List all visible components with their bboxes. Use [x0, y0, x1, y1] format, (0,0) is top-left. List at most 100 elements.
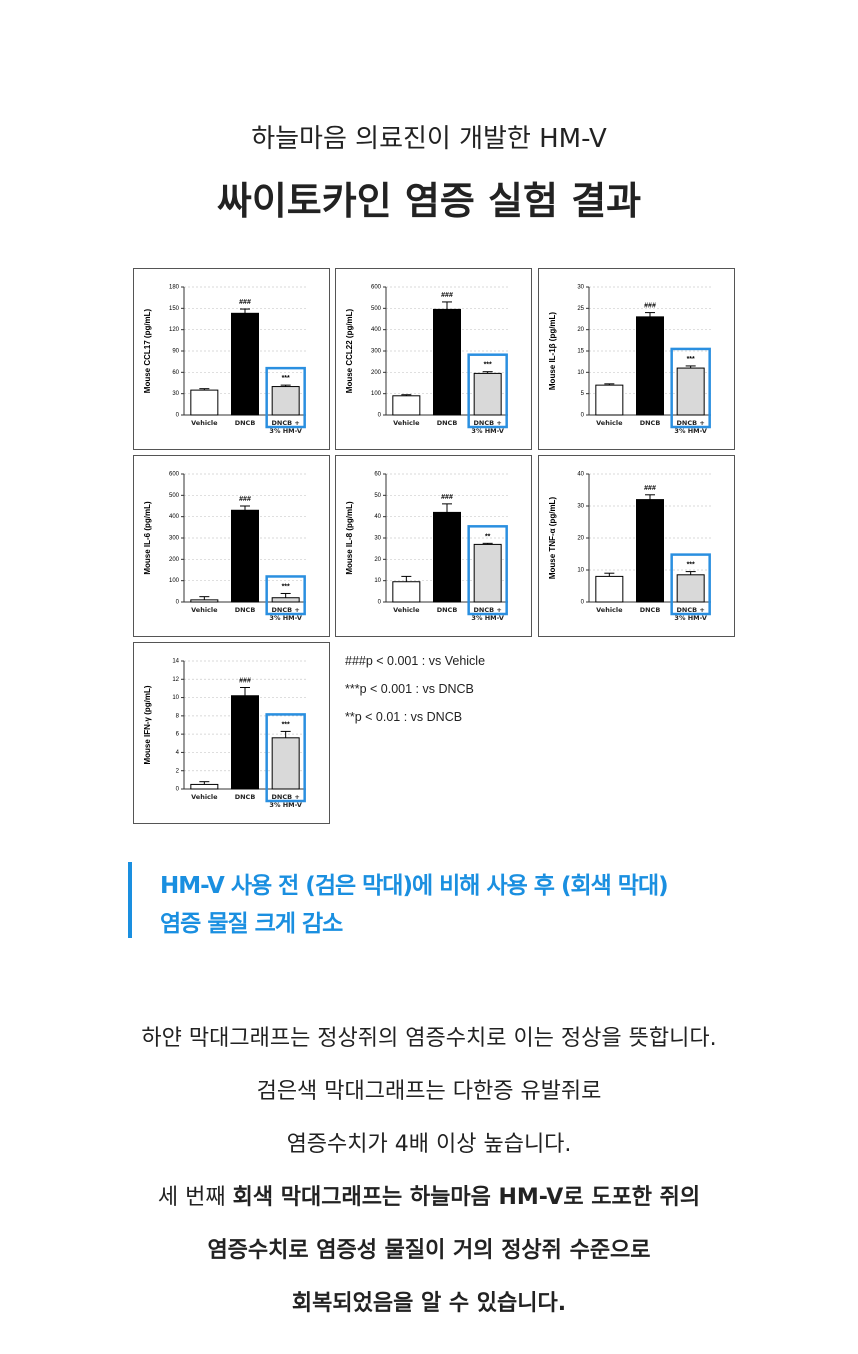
bar [271, 597, 300, 603]
y-tick-label: 10 [577, 370, 584, 376]
y-tick-label: 30 [577, 285, 584, 291]
bar [676, 574, 705, 603]
chart-box: Mouse IL-8 (pg/mL) 0 10 20 30 40 50 60 ### ** Vehi… [335, 455, 532, 637]
significance-label: *** [282, 375, 290, 382]
chart-box: Mouse IL-1β (pg/mL) 0 5 10 15 20 25 30 ### *** Veh… [538, 268, 735, 450]
bar [636, 499, 664, 603]
y-axis-label: Mouse TNF-α (pg/mL) [548, 497, 557, 580]
y-tick-label: 100 [371, 391, 382, 397]
y-tick-label: 0 [176, 413, 180, 419]
y-tick-label: 30 [374, 536, 381, 542]
chart: Mouse CCL22 (pg/mL) 0 100 200 300 400 500 600 ##… [345, 285, 508, 429]
x-tick-label: Vehicle [596, 606, 623, 614]
body-line: 회복되었음을 알 수 있습니다. [0, 1285, 858, 1317]
y-axis-label: Mouse IL-8 (pg/mL) [345, 501, 354, 575]
bar [392, 395, 421, 416]
chart-box: Mouse IFN-γ (pg/mL) 0 2 4 6 8 10 12 14 ### *** Vehi… [133, 642, 330, 824]
y-tick-label: 150 [169, 306, 180, 312]
bar [433, 511, 461, 603]
y-tick-label: 60 [374, 472, 381, 478]
footnote: ###p < 0.001 : vs Vehicle [345, 654, 486, 668]
highlight-box [265, 575, 306, 616]
y-tick-label: 10 [374, 578, 381, 584]
x-tick-label: DNCB + 3% HM-V [471, 419, 504, 435]
x-tick-label: DNCB [436, 606, 458, 614]
bar [595, 575, 624, 603]
body-segment: 하얀 막대그래프는 정상쥐의 염증수치로 이는 정상을 뜻합니다. [141, 1026, 717, 1051]
body-line: 하얀 막대그래프는 정상쥐의 염증수치로 이는 정상을 뜻합니다. [0, 1020, 858, 1052]
callout-bar [128, 862, 132, 938]
x-tick-label: DNCB + 3% HM-V [471, 606, 504, 622]
y-axis-label: Mouse IFN-γ (pg/mL) [143, 685, 152, 764]
significance-label: ### [239, 299, 251, 306]
y-tick-label: 600 [169, 472, 180, 478]
significance-label: ### [644, 303, 656, 310]
y-tick-label: 90 [172, 349, 179, 355]
bar [433, 308, 461, 416]
chart-box: Mouse IL-6 (pg/mL) 0 100 200 300 400 500 600 ###… [133, 455, 330, 637]
significance-label: ** [485, 533, 491, 540]
bar [271, 737, 300, 790]
bar [392, 581, 421, 603]
chart: Mouse IL-6 (pg/mL) 0 100 200 300 400 500 600 ###… [143, 472, 306, 616]
y-tick-label: 0 [378, 600, 382, 606]
y-tick-label: 12 [172, 677, 179, 683]
y-tick-label: 6 [176, 732, 180, 738]
y-tick-label: 8 [176, 713, 180, 719]
y-axis-label: Mouse IL-1β (pg/mL) [548, 312, 557, 391]
y-tick-label: 4 [176, 750, 180, 756]
x-tick-label: Vehicle [393, 606, 420, 614]
y-tick-label: 500 [169, 493, 180, 499]
y-tick-label: 180 [169, 285, 180, 291]
y-tick-label: 0 [176, 787, 180, 793]
y-tick-label: 10 [172, 695, 179, 701]
chart-box: Mouse TNF-α (pg/mL) 0 10 20 30 40 ### *** Vehicl… [538, 455, 735, 637]
highlight-box [670, 553, 711, 616]
footnote: ***p < 0.001 : vs DNCB [345, 682, 474, 696]
y-tick-label: 120 [169, 327, 180, 333]
highlight-box [670, 347, 711, 429]
highlight-box [467, 525, 508, 616]
significance-label: ### [239, 496, 251, 503]
bar [190, 389, 219, 416]
body-segment: 염증수치로 염증성 물질이 거의 정상쥐 수준으로 [207, 1238, 651, 1263]
x-tick-label: DNCB [639, 606, 661, 614]
highlight-box [265, 713, 306, 803]
bar [231, 509, 259, 603]
highlight-box [265, 366, 306, 429]
y-tick-label: 200 [371, 370, 382, 376]
x-tick-label: DNCB [234, 793, 256, 801]
x-tick-label: Vehicle [191, 606, 218, 614]
callout-line: HM-V 사용 전 (검은 막대)에 비해 사용 후 (회색 막대) [160, 873, 669, 899]
y-tick-label: 2 [176, 768, 180, 774]
chart: Mouse IL-8 (pg/mL) 0 10 20 30 40 50 60 ### ** [345, 472, 508, 616]
footnote: **p < 0.01 : vs DNCB [345, 710, 463, 724]
y-tick-label: 25 [577, 306, 584, 312]
body-segment: 회색 막대그래프는 하늘마음 HM-V로 도포한 쥐의 [232, 1185, 701, 1210]
chart-box: Mouse CCL17 (pg/mL) 0 30 60 90 120 150 180 ### **… [133, 268, 330, 450]
x-tick-label: DNCB + 3% HM-V [269, 793, 302, 809]
y-tick-label: 200 [169, 557, 180, 563]
y-tick-label: 400 [169, 514, 180, 520]
significance-label: *** [282, 583, 290, 590]
y-tick-label: 50 [374, 493, 381, 499]
y-tick-label: 0 [176, 600, 180, 606]
body-line: 염증수치로 염증성 물질이 거의 정상쥐 수준으로 [0, 1232, 858, 1264]
bar [231, 695, 259, 790]
y-tick-label: 40 [577, 472, 584, 478]
y-tick-label: 400 [371, 327, 382, 333]
chart: Mouse IFN-γ (pg/mL) 0 2 4 6 8 10 12 14 ### *** [143, 659, 306, 803]
significance-label: *** [687, 356, 695, 363]
significance-label: *** [687, 562, 695, 569]
body-line: 염증수치가 4배 이상 높습니다. [0, 1126, 858, 1158]
body-segment: 회복되었음을 알 수 있습니다. [291, 1291, 567, 1316]
significance-label: *** [484, 362, 492, 369]
bar [231, 312, 259, 416]
y-tick-label: 30 [172, 391, 179, 397]
significance-label: ### [239, 678, 251, 685]
body-line: 검은색 막대그래프는 다한증 유발쥐로 [0, 1073, 858, 1105]
x-tick-label: Vehicle [191, 419, 218, 427]
y-axis-label: Mouse IL-6 (pg/mL) [143, 501, 152, 575]
bar [473, 543, 502, 603]
